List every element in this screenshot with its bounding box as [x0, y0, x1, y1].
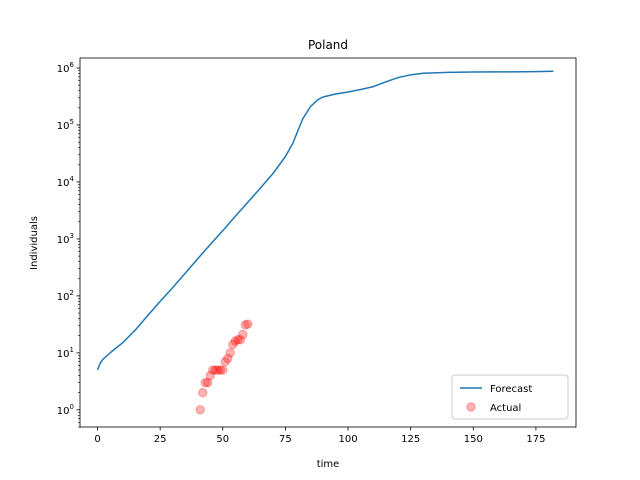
actual-point: [218, 365, 228, 375]
actual-point: [205, 370, 215, 381]
y-axis-label: Individuals: [29, 216, 40, 270]
actual-point: [220, 357, 230, 367]
x-tick-label: 100: [338, 434, 357, 445]
axes: 0 25 50 75 100 125 150 175 100 101 102 103 104 105 106: [57, 57, 577, 445]
actual-point: [240, 320, 251, 330]
actual-point: [235, 335, 246, 345]
actual-point: [223, 353, 233, 364]
series-line-forecast: [96, 70, 554, 371]
actual-point: [200, 377, 210, 388]
y-tick-label: 102: [57, 289, 74, 303]
x-tick-label: 125: [401, 434, 420, 445]
actual-point: [195, 405, 205, 415]
actual-point: [198, 388, 208, 398]
actual-point: [230, 336, 241, 346]
y-tick-label: 100: [57, 403, 74, 417]
actual-point: [215, 365, 225, 375]
actual-point: [208, 365, 218, 375]
actual-point: [203, 377, 213, 388]
y-tick-label: 101: [57, 346, 74, 360]
axes-frame: [79, 57, 577, 428]
actual-point: [210, 365, 220, 375]
y-tick-label: 103: [57, 232, 74, 246]
actual-point: [233, 335, 243, 345]
actual-point: [228, 339, 238, 350]
actual-point: [243, 319, 253, 329]
x-axis-label: time: [317, 459, 340, 470]
legend-box: [451, 374, 569, 420]
y-tick-label: 104: [57, 175, 75, 189]
legend: Forecast Actual: [451, 374, 569, 420]
x-tick-label: 25: [154, 434, 167, 445]
actual-point: [225, 348, 236, 358]
actual-point: [213, 365, 223, 375]
y-tick-label: 106: [57, 61, 75, 75]
x-tick-label: 75: [279, 434, 292, 445]
x-tick-label: 0: [94, 434, 100, 445]
x-tick-label: 175: [526, 434, 545, 445]
x-tick-label: 150: [464, 434, 483, 445]
y-tick-label: 105: [57, 118, 74, 132]
legend-label: Forecast: [490, 384, 532, 395]
actual-point: [238, 329, 248, 340]
chart-title: Poland: [308, 38, 348, 52]
x-tick-label: 50: [216, 434, 229, 445]
plot-area: [96, 70, 554, 415]
legend-label: Actual: [490, 403, 521, 414]
legend-swatch-actual: [466, 402, 476, 412]
